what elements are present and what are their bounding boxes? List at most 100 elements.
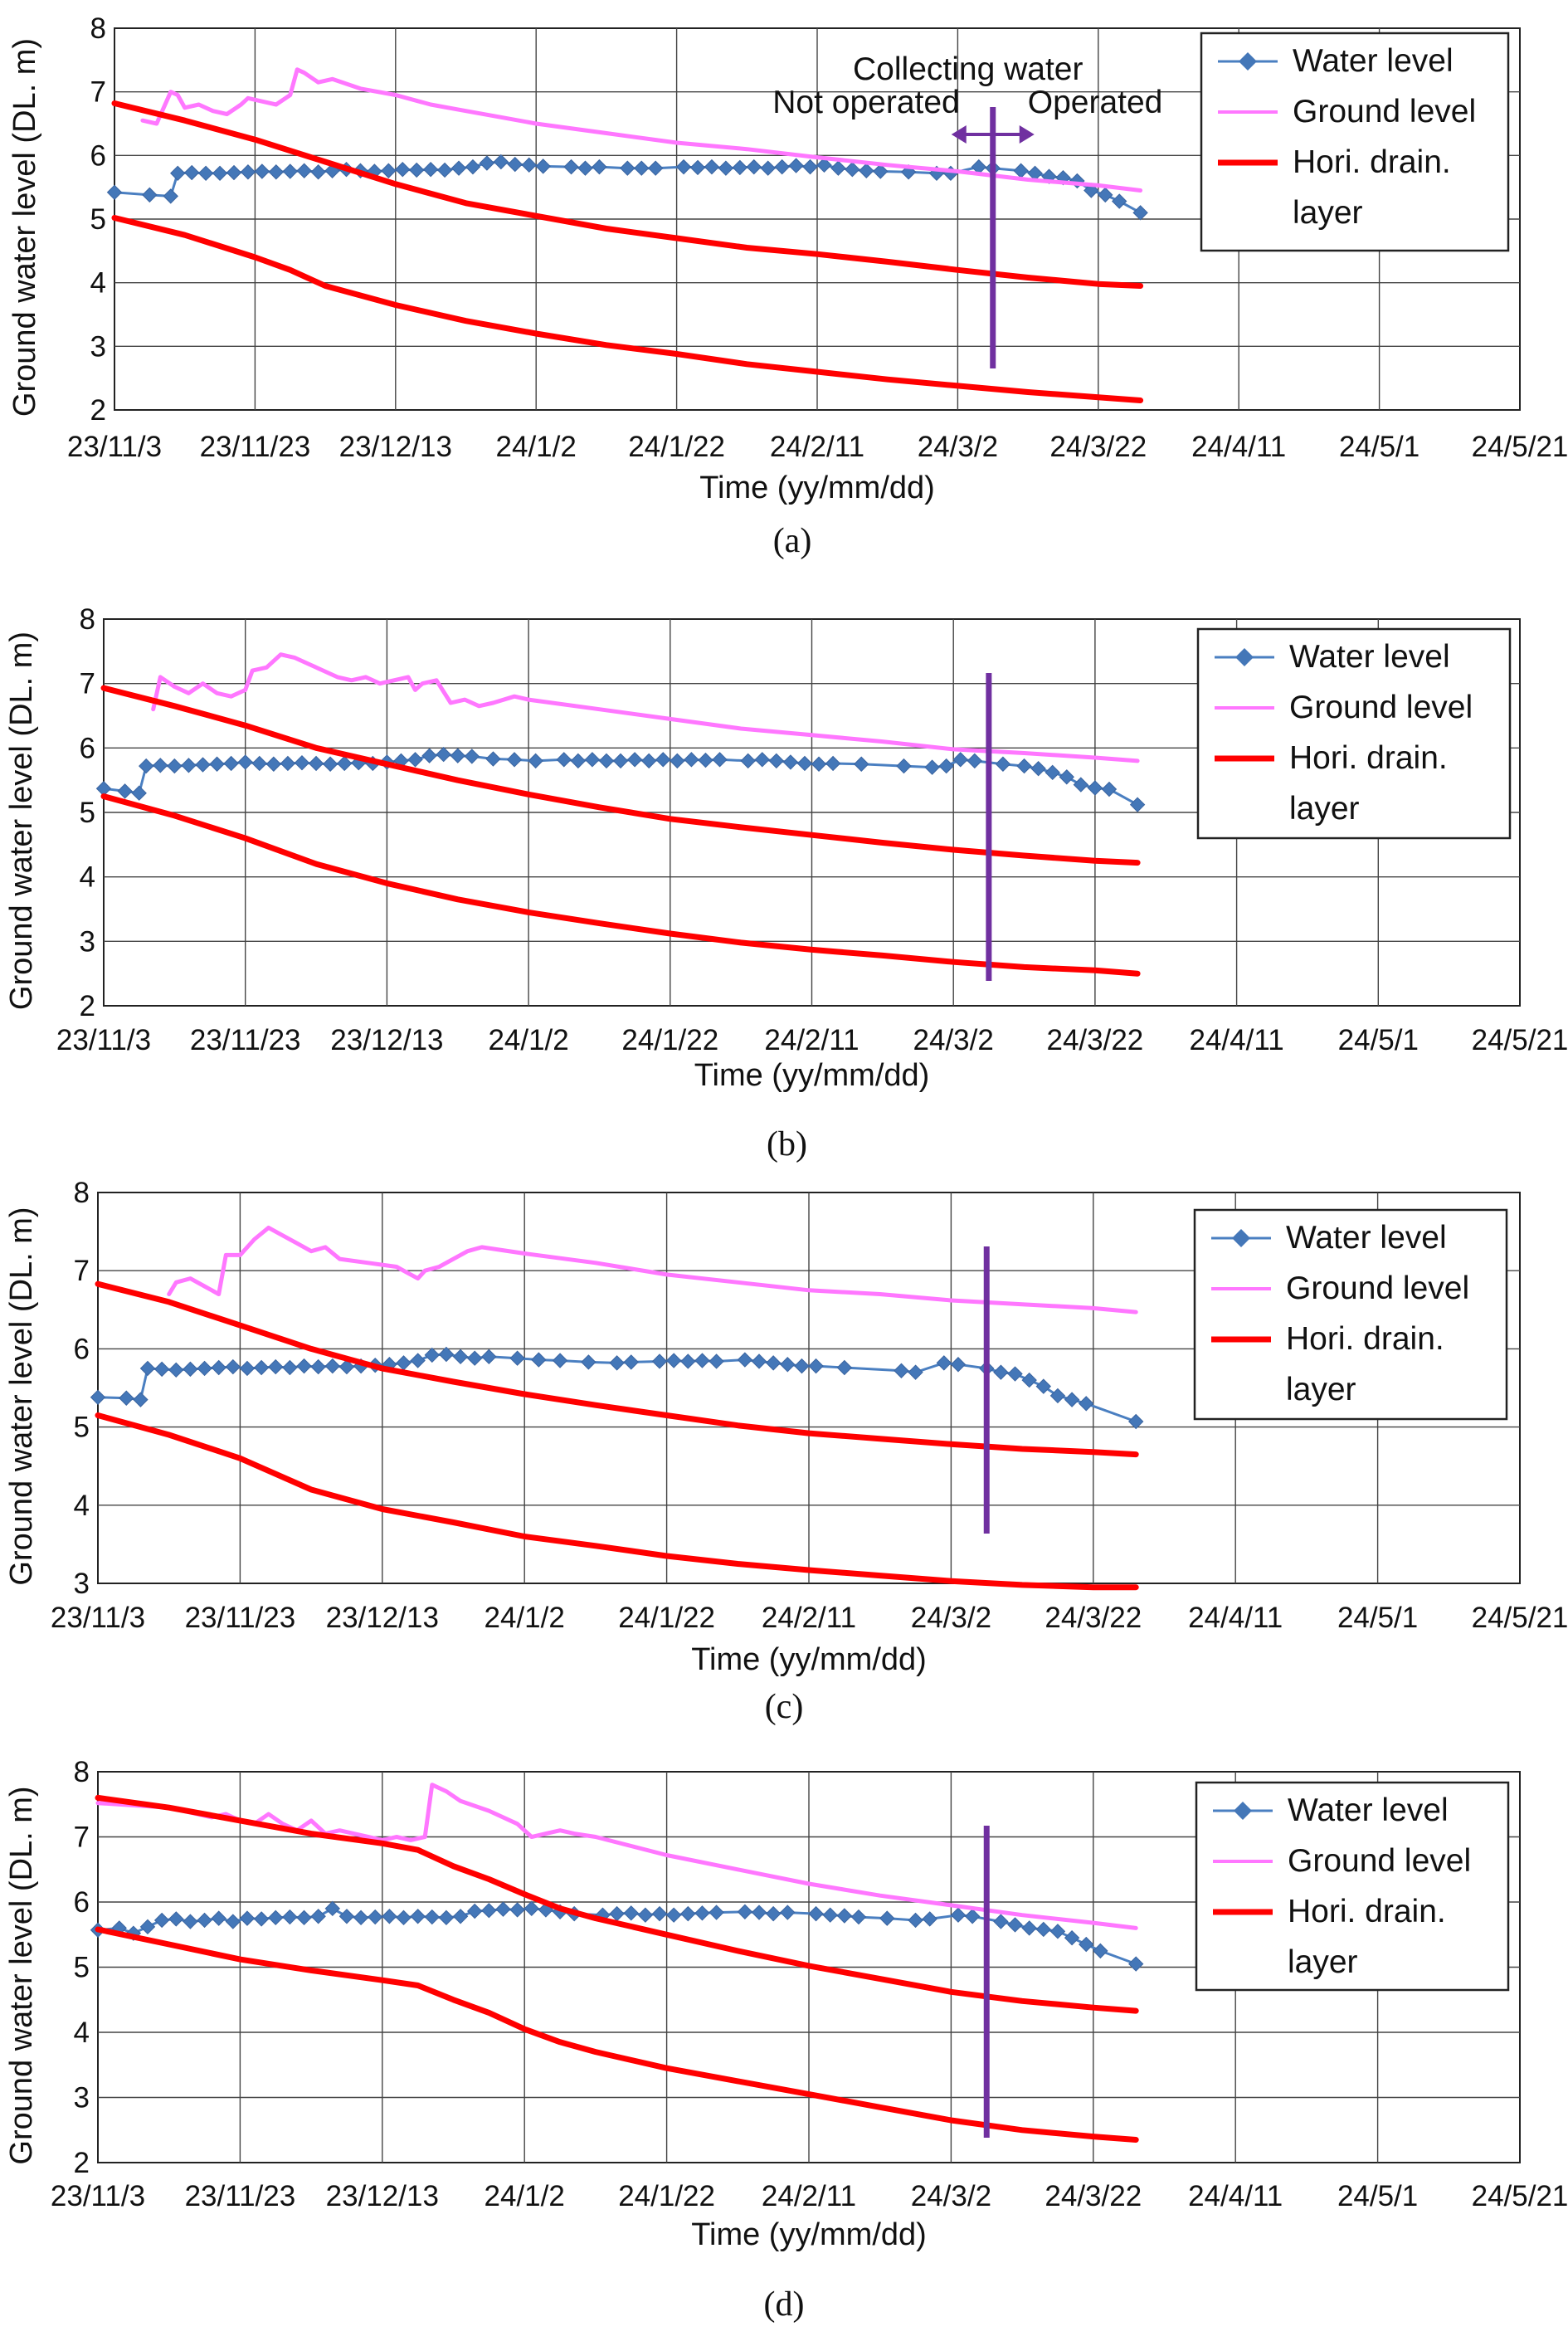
x-tick-label: 23/11/3 [51, 1602, 145, 1634]
legend-marker-diamond [1235, 648, 1254, 666]
data-point [760, 160, 776, 176]
data-point [265, 756, 282, 772]
x-tick-label: 24/5/21 [1472, 1024, 1568, 1056]
data-point [322, 756, 338, 772]
x-tick-label: 23/11/23 [200, 431, 311, 463]
annotation-not-operated: Not operated [772, 85, 960, 120]
data-point [382, 1909, 397, 1924]
data-point [1101, 781, 1118, 797]
data-point [197, 165, 214, 182]
y-tick-label: 5 [74, 1952, 90, 1984]
data-point [336, 755, 353, 772]
x-tick-label: 24/5/1 [1338, 1024, 1419, 1056]
y-tick-label: 8 [74, 1177, 90, 1209]
legend-label-layer: layer [1289, 791, 1360, 827]
x-tick-label: 24/4/11 [1190, 1024, 1284, 1056]
data-point [225, 1914, 241, 1929]
x-tick-label: 24/3/2 [911, 1602, 991, 1634]
data-point [368, 1909, 383, 1925]
legend-label-hori-drain: Hori. drain. [1288, 1894, 1446, 1929]
legend-label-hori-drain: Hori. drain. [1289, 740, 1448, 776]
data-point [1016, 758, 1032, 774]
x-tick-label: 24/3/22 [1049, 431, 1147, 463]
data-point [1007, 1366, 1023, 1382]
data-point [133, 1392, 149, 1407]
y-tick-label: 8 [90, 12, 106, 45]
data-point [396, 1909, 411, 1926]
legend-label-water-level: Water level [1289, 639, 1450, 675]
data-point [223, 755, 239, 772]
data-point [353, 1909, 369, 1926]
data-point [410, 1353, 426, 1368]
chart-panel-d: 2 3 4 5 6 7 8 23/11/3 23/11/23 23/12/13 24/1/2 24/1… [4, 1756, 1568, 2324]
data-point [239, 1910, 256, 1926]
panel-label: (b) [767, 1125, 807, 1163]
legend-marker-diamond [1234, 1802, 1252, 1820]
x-tick-label: 24/2/11 [764, 1024, 859, 1056]
x-tick-label: 24/5/1 [1339, 431, 1419, 463]
data-point [338, 1909, 355, 1924]
x-tick-label: 24/1/22 [628, 431, 725, 463]
data-point [395, 161, 411, 178]
series-line-ground-level [151, 652, 1140, 763]
x-tick-label: 24/1/2 [496, 431, 577, 463]
data-point [1064, 1392, 1080, 1407]
data-point [626, 752, 643, 768]
data-point [153, 1912, 170, 1929]
data-point [782, 754, 799, 770]
data-point [694, 1353, 710, 1368]
x-tick-label: 24/1/22 [621, 1024, 718, 1056]
x-tick-label: 24/4/11 [1188, 2180, 1283, 2212]
data-point [481, 1349, 497, 1365]
data-point [294, 754, 310, 771]
data-point [1030, 760, 1046, 777]
y-tick-label: 7 [90, 76, 106, 109]
y-tick-label: 3 [80, 925, 95, 958]
data-point [506, 752, 523, 768]
data-point [308, 755, 324, 772]
data-point [452, 1909, 469, 1924]
y-axis-title: Ground water level (DL. m) [4, 1786, 39, 2164]
data-point [139, 758, 154, 774]
legend-box [1196, 627, 1512, 840]
data-point [509, 1902, 525, 1918]
data-point [623, 1905, 639, 1921]
chart-panel-a: 2 3 4 5 6 7 8 23/11/3 23/11/23 23/12/13 24/1/2 24/1… [7, 12, 1568, 560]
data-point [324, 1900, 341, 1917]
legend-label-layer: layer [1288, 1944, 1358, 1980]
data-point [479, 155, 495, 171]
y-tick-label: 6 [80, 732, 95, 764]
data-point [1079, 1396, 1094, 1412]
x-tick-label: 24/3/2 [918, 431, 998, 463]
x-tick-label: 24/1/2 [488, 1024, 568, 1056]
data-point [802, 159, 818, 175]
data-point [1059, 769, 1074, 785]
data-point [794, 1358, 810, 1374]
data-point [751, 1905, 767, 1920]
annotation-collecting-water: Collecting water [853, 51, 1083, 87]
y-axis-title: Ground water level (DL. m) [4, 632, 39, 1010]
data-point [995, 756, 1011, 772]
x-tick-label: 23/12/13 [326, 2180, 439, 2212]
data-point [282, 1359, 298, 1376]
data-point [212, 165, 228, 182]
data-point [422, 161, 439, 178]
data-point [709, 1905, 724, 1920]
data-point [183, 164, 200, 181]
series-line-hori-drain-layer-3 [95, 1926, 1139, 2143]
data-point [704, 159, 720, 175]
x-axis-title: Time (yy/mm/dd) [694, 1058, 930, 1093]
data-point [253, 1359, 270, 1376]
data-point [424, 1347, 440, 1363]
legend-label-ground-level: Ground level [1293, 94, 1476, 129]
data-point [181, 758, 197, 773]
data-point [709, 1353, 724, 1369]
data-point [450, 160, 467, 176]
data-point [993, 1364, 1009, 1380]
data-point [825, 755, 841, 772]
y-tick-label: 3 [90, 330, 106, 363]
data-point [197, 1912, 212, 1929]
data-point [535, 159, 551, 174]
data-point [1035, 1378, 1052, 1394]
